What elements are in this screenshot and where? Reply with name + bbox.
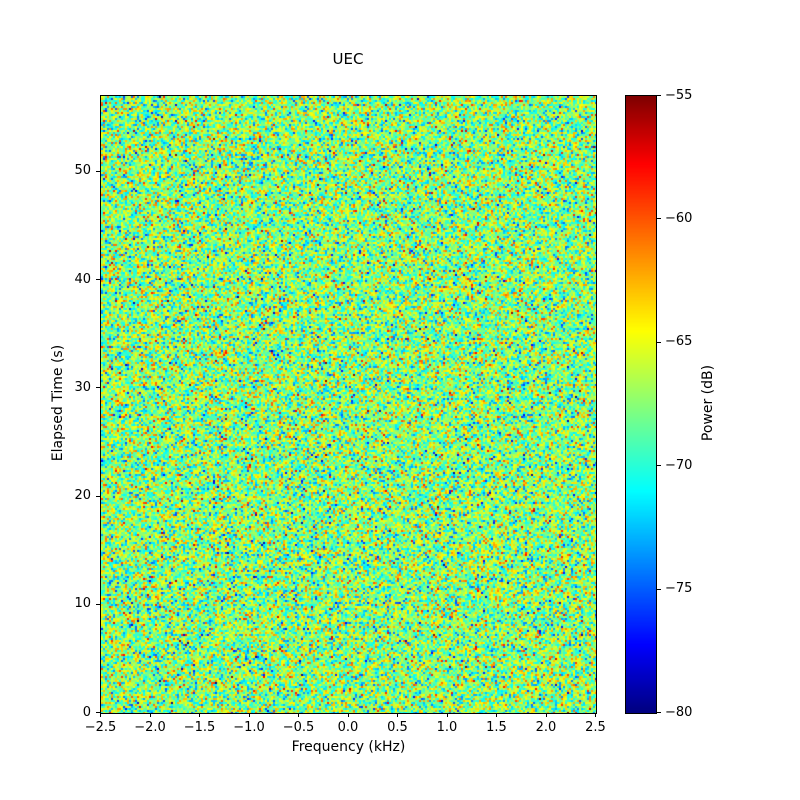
x-axis-label: Frequency (kHz) [291, 739, 406, 755]
colorbar-tick-label: −70 [665, 457, 693, 473]
y-tick-mark [96, 603, 100, 605]
colorbar-label: Power (dB) [700, 364, 716, 442]
x-tick-label: 1.5 [486, 720, 507, 735]
y-tick-mark [96, 495, 100, 497]
x-tick-mark [496, 713, 497, 717]
colorbar-tick-mark [657, 588, 661, 590]
y-tick-label: 0 [82, 704, 91, 720]
x-tick-label: −0.5 [282, 720, 315, 735]
y-tick-label: 50 [74, 163, 91, 179]
x-tick-mark [446, 713, 448, 717]
spectrogram-heatmap [101, 96, 596, 713]
y-tick-mark [96, 279, 100, 281]
x-tick-label: −1.5 [183, 720, 216, 735]
y-axis-label: Elapsed Time (s) [50, 344, 66, 462]
x-tick-mark [248, 713, 250, 717]
colorbar-tick-label: −75 [665, 581, 693, 597]
x-tick-mark [199, 713, 200, 717]
x-tick-mark [595, 713, 596, 717]
y-tick-label: 10 [74, 596, 91, 612]
plot-area [100, 95, 597, 714]
colorbar-tick-mark [657, 712, 661, 713]
colorbar-tick-label: −55 [665, 87, 693, 103]
x-tick-mark [545, 713, 547, 717]
x-tick-mark [298, 713, 299, 717]
x-tick-label: 2.5 [585, 720, 606, 735]
x-tick-label: −2.0 [134, 720, 166, 735]
y-tick-mark [96, 712, 100, 713]
x-tick-label: −2.5 [84, 720, 117, 735]
colorbar-tick-mark [657, 341, 661, 343]
colorbar-tick-label: −65 [665, 334, 693, 350]
x-tick-mark [149, 713, 151, 717]
colorbar-tick-mark [657, 218, 661, 220]
colorbar-tick-mark [657, 95, 661, 96]
plot-title: UEC [332, 50, 364, 68]
colorbar-gradient [626, 96, 656, 713]
y-tick-label: 20 [74, 488, 91, 503]
y-tick-mark [96, 170, 100, 172]
x-tick-label: 2.0 [535, 720, 557, 735]
colorbar-tick-label: −80 [665, 704, 693, 720]
y-tick-label: 40 [74, 271, 91, 287]
x-tick-mark [100, 713, 101, 717]
y-tick-mark [96, 387, 100, 389]
x-tick-mark [397, 713, 398, 717]
colorbar [625, 95, 657, 714]
x-tick-label: 0.0 [337, 720, 359, 735]
colorbar-tick-label: −60 [665, 210, 693, 226]
colorbar-tick-mark [657, 465, 661, 467]
x-tick-label: 0.5 [387, 720, 408, 735]
x-tick-mark [347, 713, 349, 717]
x-tick-label: −1.0 [233, 720, 265, 735]
x-tick-label: 1.0 [436, 720, 458, 735]
y-tick-label: 30 [74, 379, 91, 395]
